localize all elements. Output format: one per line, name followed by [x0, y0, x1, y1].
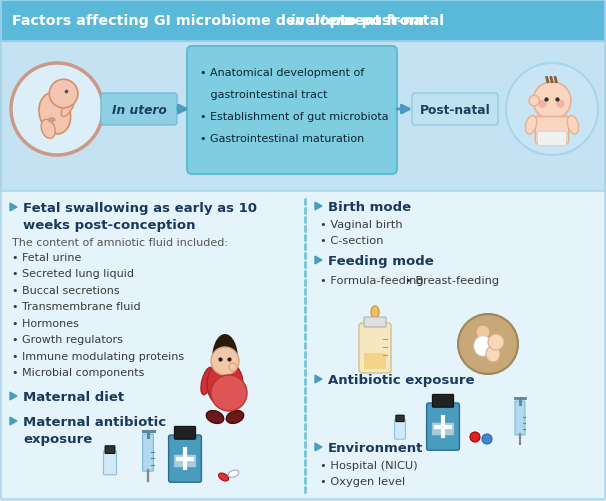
Text: exposure: exposure: [23, 432, 92, 445]
Text: • Fetal urine: • Fetal urine: [12, 253, 81, 263]
Text: • Formula-feeding: • Formula-feeding: [320, 276, 424, 286]
FancyBboxPatch shape: [535, 117, 568, 144]
Ellipse shape: [226, 411, 244, 423]
FancyBboxPatch shape: [364, 317, 386, 327]
FancyBboxPatch shape: [1, 40, 605, 193]
Text: • Gastrointestinal maturation: • Gastrointestinal maturation: [200, 134, 364, 144]
Ellipse shape: [61, 98, 75, 117]
Circle shape: [458, 314, 518, 374]
Circle shape: [488, 334, 504, 350]
Circle shape: [529, 96, 539, 107]
FancyBboxPatch shape: [168, 435, 201, 482]
Polygon shape: [10, 204, 17, 211]
Polygon shape: [315, 257, 322, 265]
FancyBboxPatch shape: [187, 47, 397, 175]
Text: • Buccal secretions: • Buccal secretions: [12, 286, 119, 296]
Text: • C-section: • C-section: [320, 235, 384, 245]
Text: • Oxygen level: • Oxygen level: [320, 476, 405, 486]
Ellipse shape: [474, 336, 492, 356]
Text: • Transmembrane fluid: • Transmembrane fluid: [12, 302, 141, 312]
Text: • Growth regulators: • Growth regulators: [12, 335, 123, 345]
FancyBboxPatch shape: [174, 455, 196, 467]
Circle shape: [211, 347, 239, 375]
FancyBboxPatch shape: [359, 323, 391, 373]
Circle shape: [506, 64, 598, 156]
Text: Feeding mode: Feeding mode: [328, 255, 434, 268]
FancyBboxPatch shape: [105, 446, 115, 453]
Polygon shape: [315, 375, 322, 383]
Polygon shape: [315, 203, 322, 210]
FancyBboxPatch shape: [1, 191, 605, 499]
Text: • Hormones: • Hormones: [12, 318, 79, 328]
Circle shape: [49, 80, 78, 109]
Text: Factors affecting GI microbiome development from: Factors affecting GI microbiome developm…: [12, 14, 430, 28]
Circle shape: [211, 375, 247, 411]
Text: • Secreted lung liquid: • Secreted lung liquid: [12, 269, 134, 279]
FancyBboxPatch shape: [101, 94, 177, 126]
Ellipse shape: [228, 470, 239, 477]
Text: Environment: Environment: [328, 441, 424, 454]
FancyBboxPatch shape: [412, 94, 498, 126]
Ellipse shape: [219, 473, 228, 481]
Circle shape: [533, 83, 571, 120]
Text: Post-natal: Post-natal: [419, 103, 490, 116]
Text: Antibiotic exposure: Antibiotic exposure: [328, 373, 474, 386]
Ellipse shape: [41, 120, 55, 139]
Circle shape: [11, 64, 103, 156]
Text: Birth mode: Birth mode: [328, 200, 411, 213]
Ellipse shape: [207, 361, 243, 407]
Ellipse shape: [212, 334, 238, 384]
FancyBboxPatch shape: [427, 403, 459, 450]
Text: The content of amniotic fluid included:: The content of amniotic fluid included:: [12, 237, 228, 247]
FancyBboxPatch shape: [364, 353, 386, 369]
FancyBboxPatch shape: [538, 132, 567, 146]
Ellipse shape: [206, 411, 224, 423]
Text: to post-natal: to post-natal: [335, 14, 444, 28]
Text: • Immune modulating proteins: • Immune modulating proteins: [12, 351, 184, 361]
Text: • Establishment of gut microbiota: • Establishment of gut microbiota: [200, 112, 388, 122]
Ellipse shape: [371, 307, 379, 318]
Polygon shape: [10, 392, 17, 400]
FancyBboxPatch shape: [433, 395, 454, 407]
Text: • Microbial components: • Microbial components: [12, 368, 144, 378]
Text: Maternal diet: Maternal diet: [23, 390, 124, 403]
Text: in utero: in utero: [290, 14, 353, 28]
FancyBboxPatch shape: [175, 426, 196, 439]
Text: gastrointestinal tract: gastrointestinal tract: [200, 90, 327, 100]
Ellipse shape: [201, 368, 213, 395]
FancyBboxPatch shape: [515, 401, 525, 435]
Ellipse shape: [567, 116, 579, 135]
FancyBboxPatch shape: [104, 451, 116, 475]
FancyBboxPatch shape: [396, 415, 404, 422]
Text: Fetal swallowing as early as 10
weeks post-conception: Fetal swallowing as early as 10 weeks po…: [23, 201, 257, 232]
FancyBboxPatch shape: [395, 419, 405, 439]
Ellipse shape: [525, 116, 537, 135]
Text: • Anatomical development of: • Anatomical development of: [200, 68, 364, 78]
Circle shape: [229, 363, 237, 371]
Polygon shape: [315, 443, 322, 451]
Ellipse shape: [39, 94, 71, 135]
Circle shape: [476, 325, 490, 339]
Text: In utero: In utero: [112, 103, 167, 116]
Text: Maternal antibiotic: Maternal antibiotic: [23, 415, 166, 428]
Text: • Vaginal birth: • Vaginal birth: [320, 219, 402, 229]
Circle shape: [556, 100, 565, 109]
Text: • Breast-feeding: • Breast-feeding: [405, 276, 499, 286]
FancyBboxPatch shape: [432, 423, 454, 435]
Circle shape: [538, 100, 547, 109]
Text: • Hospital (NICU): • Hospital (NICU): [320, 460, 418, 470]
Polygon shape: [10, 417, 17, 425]
Ellipse shape: [486, 346, 500, 362]
Circle shape: [482, 434, 492, 444]
Circle shape: [470, 432, 480, 442]
FancyBboxPatch shape: [1, 1, 605, 42]
FancyBboxPatch shape: [142, 434, 153, 471]
